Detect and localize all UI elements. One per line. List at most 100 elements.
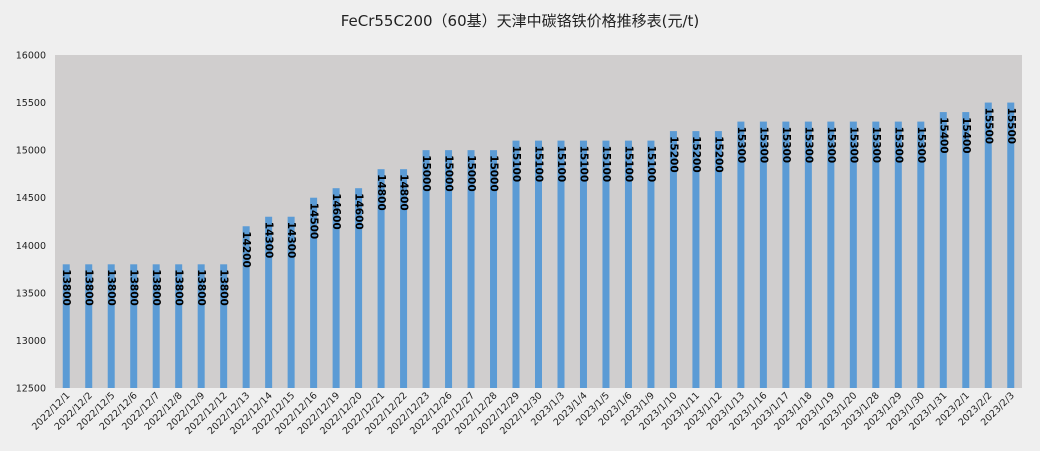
bar xyxy=(535,140,542,388)
bar-series: 13800 13800 13800 13800 13800 13800 13800 13800… xyxy=(60,102,1017,389)
bar xyxy=(152,264,160,388)
data-label: 14500 xyxy=(308,203,320,240)
data-label: 15300 xyxy=(802,127,814,164)
bar xyxy=(310,197,318,388)
data-label: 15100 xyxy=(600,146,612,183)
bar xyxy=(579,140,587,388)
bar xyxy=(782,121,790,388)
bar xyxy=(647,140,655,388)
data-label: 15300 xyxy=(735,127,747,164)
bar xyxy=(445,150,453,388)
bar xyxy=(107,264,115,388)
y-tick-label: 15000 xyxy=(16,146,46,157)
y-axis: 12500 13000 13500 14000 14500 15000 15500 16000 xyxy=(16,51,46,395)
bar xyxy=(962,112,970,388)
data-label: 13800 xyxy=(83,269,95,306)
data-label: 15200 xyxy=(712,136,724,173)
data-label: 15300 xyxy=(847,127,859,164)
bar xyxy=(287,216,295,388)
bar xyxy=(197,264,205,388)
y-tick-label: 12500 xyxy=(16,384,46,395)
data-label: 13800 xyxy=(150,269,162,306)
data-label: 13800 xyxy=(173,269,185,306)
bar xyxy=(175,264,183,388)
data-label: 15200 xyxy=(667,136,679,173)
bar xyxy=(557,140,565,388)
data-label: 15300 xyxy=(757,127,769,164)
bar xyxy=(400,169,408,388)
bar xyxy=(917,121,925,388)
bar xyxy=(467,150,475,388)
bar xyxy=(759,121,767,388)
data-label: 15100 xyxy=(555,146,567,183)
bar xyxy=(490,150,498,388)
data-label: 14800 xyxy=(398,174,410,211)
data-label: 15100 xyxy=(577,146,589,183)
bar xyxy=(265,216,273,388)
bar xyxy=(130,264,138,388)
data-label: 15100 xyxy=(622,146,634,183)
y-tick-label: 16000 xyxy=(16,51,46,62)
data-label: 14600 xyxy=(330,193,342,230)
bar xyxy=(872,121,880,388)
bar xyxy=(804,121,812,388)
data-label: 13800 xyxy=(218,269,230,306)
y-tick-label: 14000 xyxy=(16,241,46,252)
data-label: 13800 xyxy=(128,269,140,306)
y-tick-label: 15500 xyxy=(16,98,46,109)
y-tick-label: 13000 xyxy=(16,336,46,347)
bar xyxy=(737,121,745,388)
data-label: 15300 xyxy=(825,127,837,164)
y-tick-label: 14500 xyxy=(16,193,46,204)
data-label: 15300 xyxy=(870,127,882,164)
data-label: 15000 xyxy=(443,155,455,192)
data-label: 15400 xyxy=(937,117,949,154)
bar xyxy=(377,169,385,388)
data-label: 15400 xyxy=(960,117,972,154)
data-label: 14300 xyxy=(263,222,275,259)
data-label: 15100 xyxy=(510,146,522,183)
bar xyxy=(422,150,430,388)
data-label: 15200 xyxy=(690,136,702,173)
data-label: 15300 xyxy=(780,127,792,164)
data-label: 15300 xyxy=(892,127,904,164)
x-axis: 2022/12/12022/12/22022/12/52022/12/62022… xyxy=(30,390,1017,437)
data-label: 15000 xyxy=(465,155,477,192)
bar xyxy=(220,264,228,388)
bar xyxy=(849,121,857,388)
bar xyxy=(602,140,610,388)
data-label: 14800 xyxy=(375,174,387,211)
bar xyxy=(1007,102,1015,389)
chart-title: FeCr55C200（60基）天津中碳铬铁价格推移表(元/t) xyxy=(341,12,700,30)
data-label: 13800 xyxy=(195,269,207,306)
bar xyxy=(692,131,700,388)
data-label: 14600 xyxy=(353,193,365,230)
bar xyxy=(939,112,947,388)
data-label: 15100 xyxy=(533,146,545,183)
data-label: 14200 xyxy=(240,231,252,268)
bar xyxy=(984,102,992,389)
data-label: 13800 xyxy=(60,269,72,306)
bar xyxy=(62,264,70,388)
data-label: 15500 xyxy=(982,108,994,145)
bar xyxy=(827,121,835,388)
bar xyxy=(355,188,363,388)
data-label: 15300 xyxy=(915,127,927,164)
bar xyxy=(894,121,902,388)
data-label: 15100 xyxy=(645,146,657,183)
data-label: 15500 xyxy=(1005,108,1017,145)
data-label: 14300 xyxy=(285,222,297,259)
bar xyxy=(669,131,677,388)
bar xyxy=(714,131,722,388)
data-label: 15000 xyxy=(420,155,432,192)
bar xyxy=(512,140,520,388)
data-label: 15000 xyxy=(488,155,500,192)
bar xyxy=(624,140,632,388)
bar xyxy=(242,226,250,388)
data-label: 13800 xyxy=(105,269,117,306)
bar xyxy=(85,264,93,388)
y-tick-label: 13500 xyxy=(16,288,46,299)
bar xyxy=(332,188,340,388)
